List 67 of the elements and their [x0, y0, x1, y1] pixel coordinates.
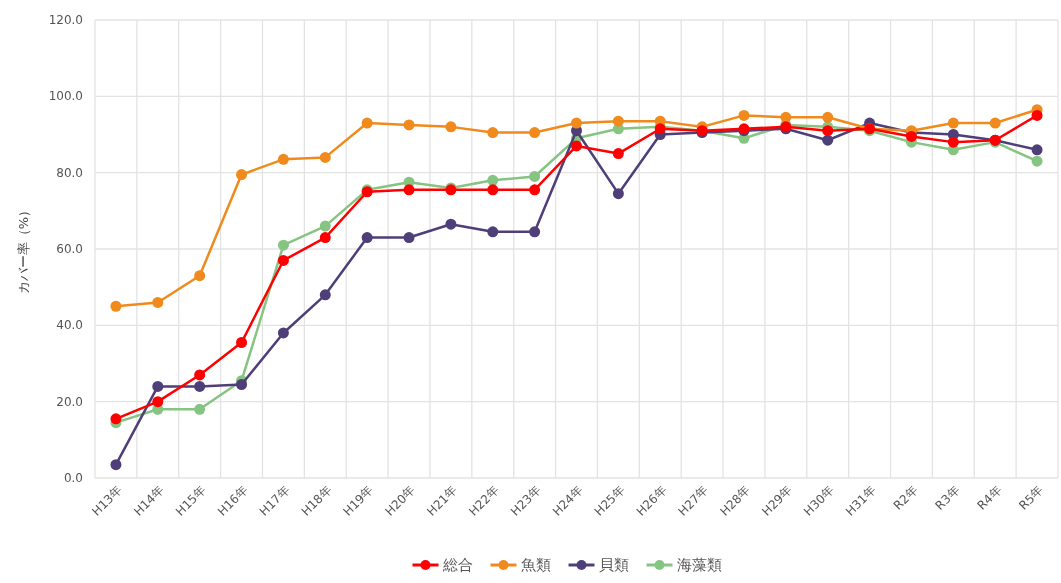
point: [571, 117, 582, 129]
point: [822, 125, 834, 137]
point: [529, 226, 541, 238]
y-axis-title: カバー率（%）: [16, 203, 31, 295]
point: [612, 188, 624, 200]
point: [152, 296, 164, 308]
point: [822, 111, 834, 123]
legend-label: 海藻類: [676, 556, 722, 574]
point: [152, 380, 164, 392]
point: [319, 151, 331, 163]
legend-label: 貝類: [598, 556, 629, 574]
point: [1031, 155, 1043, 167]
y-tick-label: 100.0: [48, 89, 83, 104]
point: [110, 459, 122, 471]
point: [319, 232, 331, 244]
y-tick-label: 40.0: [56, 318, 83, 333]
point: [194, 380, 206, 392]
point: [152, 396, 164, 408]
point: [194, 270, 206, 282]
point: [277, 153, 289, 165]
point: [361, 232, 373, 244]
point: [487, 226, 499, 238]
point: [612, 115, 624, 127]
y-tick-label: 60.0: [56, 242, 83, 256]
point: [277, 254, 289, 266]
legend-label: 総合: [441, 556, 473, 574]
point: [445, 218, 457, 230]
point: [738, 109, 750, 121]
point: [110, 300, 122, 312]
point: [1031, 109, 1043, 121]
x-tick-label: R5年: [1016, 483, 1047, 513]
y-tick-label: 0.0: [63, 471, 83, 485]
point: [403, 232, 415, 244]
point: [319, 289, 331, 301]
point: [822, 134, 834, 146]
legend-label: 魚類: [520, 556, 551, 574]
point: [1031, 144, 1043, 156]
x-tick-label: R4年: [974, 483, 1005, 513]
point: [319, 220, 331, 232]
point: [989, 117, 1001, 129]
point: [110, 413, 122, 425]
point: [361, 117, 373, 129]
point: [445, 121, 457, 133]
point: [403, 184, 415, 196]
point: [194, 369, 206, 381]
y-tick-label: 80.0: [56, 165, 83, 180]
point: [487, 184, 499, 196]
point: [780, 111, 792, 123]
point: [236, 337, 248, 349]
point: [487, 174, 499, 186]
point: [571, 140, 582, 152]
point: [194, 403, 206, 415]
point: [403, 119, 415, 131]
point: [612, 148, 624, 160]
point: [277, 239, 289, 251]
point: [277, 327, 289, 339]
x-tick-label: R3年: [932, 483, 963, 513]
point: [947, 117, 959, 129]
point: [947, 136, 959, 148]
point: [487, 127, 499, 139]
point: [236, 169, 248, 181]
x-tick-label: R2年: [890, 483, 921, 513]
y-tick-label: 20.0: [56, 394, 83, 409]
point: [529, 170, 541, 182]
y-tick-label: 120.0: [48, 13, 83, 27]
point: [529, 184, 541, 196]
point: [529, 127, 541, 139]
